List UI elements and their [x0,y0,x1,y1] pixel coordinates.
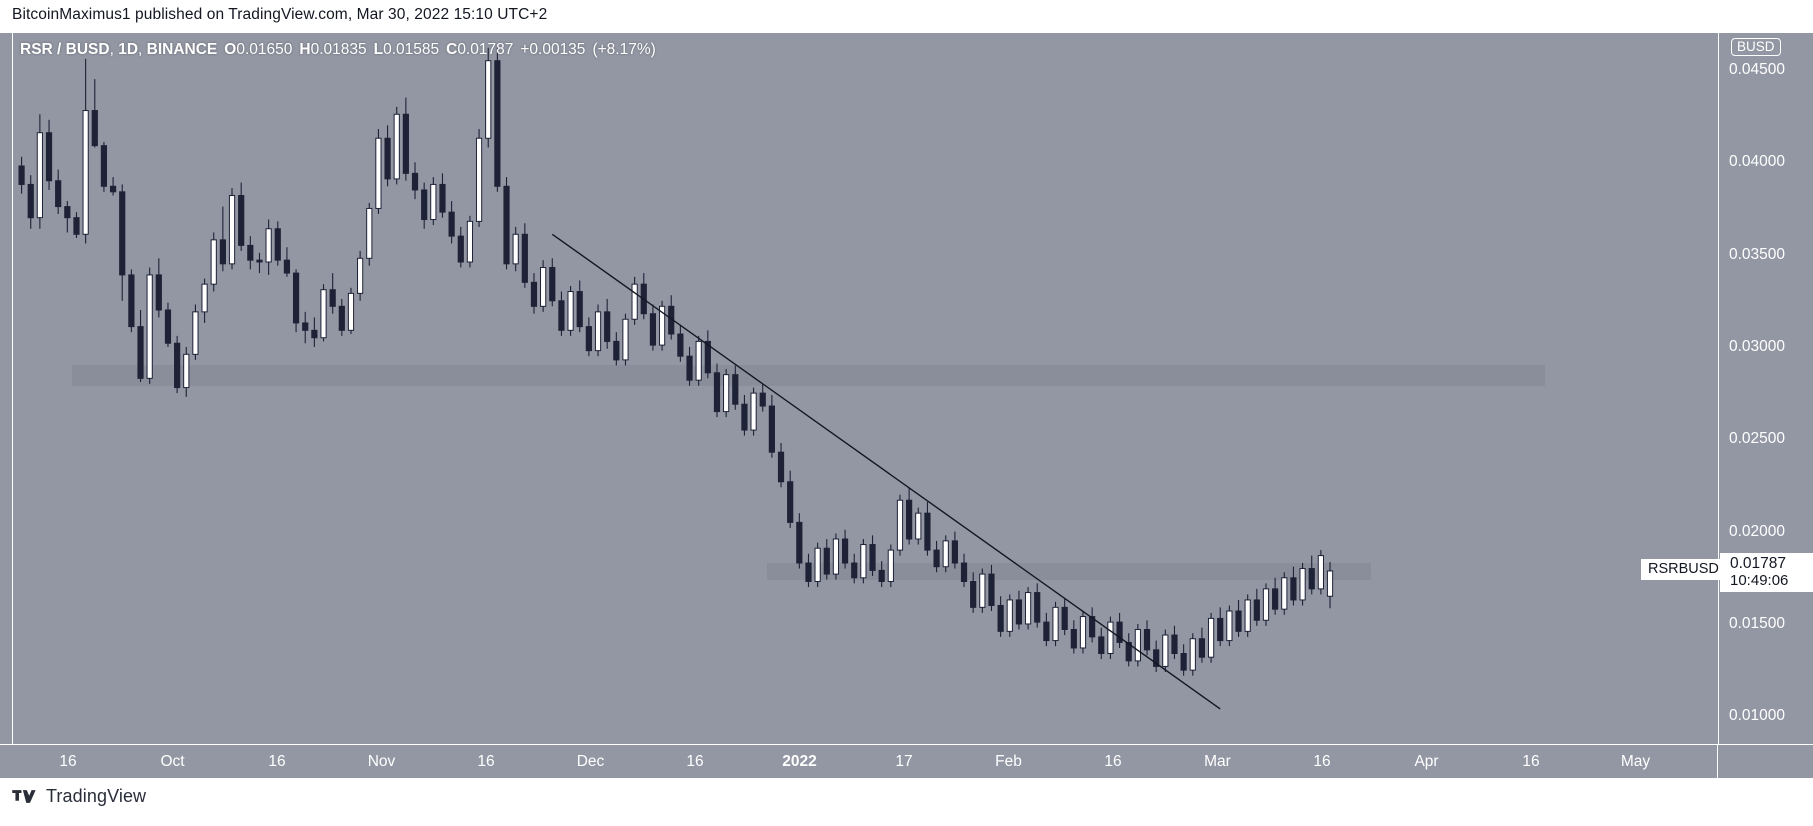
chart-frame: RSR / BUSD, 1D, BINANCE O0.01650 H0.01835 L… [0,33,1813,778]
axis-separator [0,744,1813,745]
current-price-marker: 0.01787 10:49:06 [1720,552,1813,592]
tradingview-logo-icon [12,790,36,803]
time-tick: Feb [995,753,1022,770]
time-tick: Apr [1414,753,1439,770]
price-tick: 0.02000 [1729,522,1786,540]
time-tick: 16 [59,753,77,770]
time-tick: 16 [1522,753,1540,770]
price-tick: 0.03500 [1729,245,1786,263]
bar-countdown: 10:49:06 [1730,571,1789,589]
legend-open-label: O [224,41,237,58]
price-tick: 0.01500 [1729,615,1786,632]
time-tick: Oct [160,753,185,770]
chart-legend: RSR / BUSD, 1D, BINANCE O0.01650 H0.01835 L… [20,41,656,58]
time-tick: 17 [895,753,913,770]
legend-change-value: +0.00135 [520,41,586,58]
currency-badge: BUSD [1731,38,1781,56]
price-tick: 0.01000 [1729,707,1786,725]
legend-low-value: 0.01585 [383,41,440,58]
time-tick: 16 [686,753,704,770]
legend-close-label: C [446,41,458,58]
time-tick: Dec [576,753,605,770]
time-tick: 16 [1104,753,1122,770]
time-tick: 2022 [782,753,817,770]
legend-high-value: 0.01835 [310,41,367,58]
tradingview-wordmark: TradingView [46,786,147,806]
price-plot-area[interactable] [12,33,1718,744]
legend-interval[interactable]: 1D [118,41,139,58]
legend-low-label: L [373,41,384,58]
legend-change-percent: (+8.17%) [592,41,656,58]
price-scale[interactable]: BUSD 0.04500 0.04000 0.03500 0.03000 0.02500… [1718,33,1813,744]
legend-close-value: 0.01787 [457,41,514,58]
symbol-tag: RSRBUSD [1641,558,1726,580]
legend-high-label: H [299,41,311,58]
price-tick: 0.04000 [1729,153,1786,171]
legend-symbol[interactable]: RSR / BUSD [20,41,110,58]
time-scale-right-separator [1717,745,1718,778]
legend-open-value: 0.01650 [236,41,293,58]
price-tick: 0.04500 [1729,60,1786,78]
time-tick: 16 [1313,753,1331,770]
trendline-layer [551,233,1221,710]
time-tick: Mar [1204,753,1231,770]
footer-brand: TradingView [12,786,146,807]
time-tick: May [1620,753,1651,770]
time-scale[interactable]: 16 Oct 16 Nov 16 Dec 16 2022 17 Feb 16 Mar 16 Apr 16 Ma… [0,745,1813,778]
candlestick-series [18,47,1334,676]
resistance-zone[interactable] [71,365,1546,386]
time-tick: Nov [367,753,396,770]
legend-exchange[interactable]: BINANCE [146,41,218,58]
time-tick: 16 [477,753,495,770]
current-price-value: 0.01787 [1730,554,1787,572]
publisher-byline: BitcoinMaximus1 published on TradingView… [12,6,548,23]
support-zone[interactable] [767,563,1372,580]
time-tick: 16 [268,753,286,770]
price-tick: 0.03000 [1729,337,1786,355]
price-tick: 0.02500 [1729,430,1786,448]
plot-left-border [12,33,13,744]
